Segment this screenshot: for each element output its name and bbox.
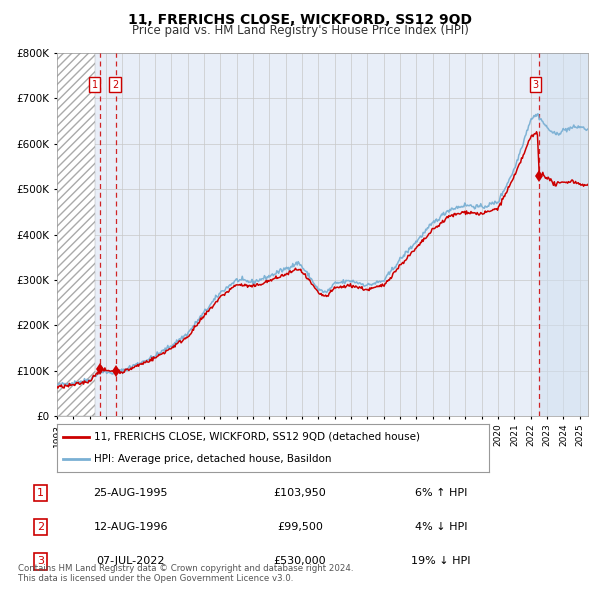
Text: 6% ↑ HPI: 6% ↑ HPI	[415, 488, 467, 498]
Text: 3: 3	[37, 556, 44, 566]
Text: Price paid vs. HM Land Registry's House Price Index (HPI): Price paid vs. HM Land Registry's House …	[131, 24, 469, 37]
Text: 11, FRERICHS CLOSE, WICKFORD, SS12 9QD (detached house): 11, FRERICHS CLOSE, WICKFORD, SS12 9QD (…	[94, 432, 420, 442]
Text: 2: 2	[112, 80, 118, 90]
Text: 19% ↓ HPI: 19% ↓ HPI	[411, 556, 471, 566]
Text: 25-AUG-1995: 25-AUG-1995	[94, 488, 168, 498]
Text: 1: 1	[37, 488, 44, 498]
Bar	[539, 53, 588, 416]
Text: HPI: Average price, detached house, Basildon: HPI: Average price, detached house, Basi…	[94, 454, 331, 464]
Text: 11, FRERICHS CLOSE, WICKFORD, SS12 9QD: 11, FRERICHS CLOSE, WICKFORD, SS12 9QD	[128, 13, 472, 27]
Text: 4% ↓ HPI: 4% ↓ HPI	[415, 522, 467, 532]
Text: Contains HM Land Registry data © Crown copyright and database right 2024.
This d: Contains HM Land Registry data © Crown c…	[18, 563, 353, 583]
Text: £99,500: £99,500	[277, 522, 323, 532]
Text: 2: 2	[37, 522, 44, 532]
Text: £103,950: £103,950	[274, 488, 326, 498]
Text: 3: 3	[533, 80, 539, 90]
Text: 1: 1	[92, 80, 98, 90]
Text: £530,000: £530,000	[274, 556, 326, 566]
Text: 07-JUL-2022: 07-JUL-2022	[97, 556, 165, 566]
Text: 12-AUG-1996: 12-AUG-1996	[94, 522, 168, 532]
